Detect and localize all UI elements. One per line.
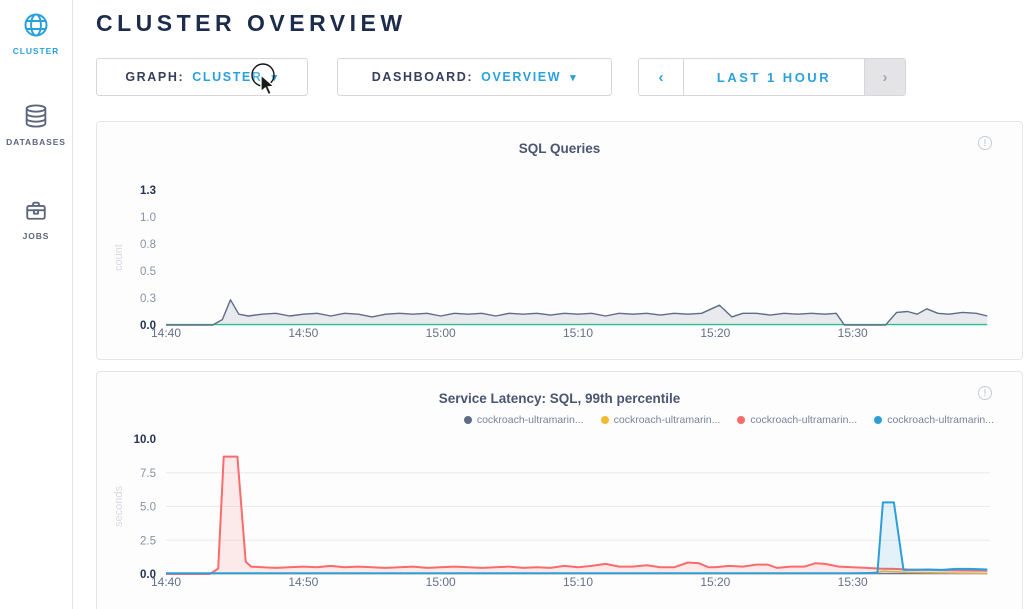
sidebar-item-jobs[interactable]: JOBS — [0, 195, 72, 241]
y-tick-label: 1.3 — [140, 185, 156, 197]
y-tick-label: 0.8 — [140, 239, 156, 251]
legend-item[interactable]: cockroach-ultramarin... — [600, 414, 721, 426]
x-tick-label: 14:40 — [151, 326, 181, 340]
series-area-node-3-latency — [166, 456, 988, 574]
chart-title: Service Latency: SQL, 99th percentile — [438, 391, 681, 406]
graph-dropdown-value: CLUSTER — [192, 70, 263, 84]
controls-bar: GRAPH: CLUSTER ▾ DASHBOARD: OVERVIEW ▾ ‹… — [96, 58, 906, 96]
sidebar-item-label: CLUSTER — [12, 46, 60, 56]
chevron-left-icon: ‹ — [658, 68, 664, 86]
legend-dot-icon — [600, 416, 609, 424]
graph-dropdown[interactable]: GRAPH: CLUSTER ▾ — [96, 58, 308, 96]
info-icon[interactable]: ! — [978, 386, 992, 400]
main-content: CLUSTER OVERVIEW GRAPH: CLUSTER ▾ DASHBO… — [73, 0, 1032, 609]
x-tick-label: 15:30 — [838, 326, 868, 340]
x-tick-label: 15:00 — [426, 575, 456, 589]
y-tick-label: 1.0 — [140, 212, 156, 224]
legend-item[interactable]: cockroach-ultramarin... — [737, 414, 857, 426]
x-tick-label: 15:20 — [700, 575, 730, 589]
chart-title: SQL Queries — [518, 141, 601, 156]
dashboard-dropdown-label: DASHBOARD: — [371, 70, 474, 84]
y-tick-label: 0.5 — [140, 266, 156, 278]
sidebar-item-cluster[interactable]: CLUSTER — [0, 10, 72, 56]
legend-dot-icon — [463, 416, 472, 424]
legend-item[interactable]: cockroach-ultramarin... — [874, 414, 994, 426]
x-tick-label: 15:00 — [426, 326, 456, 340]
x-tick-label: 14:50 — [288, 326, 318, 340]
y-tick-label: 0.3 — [140, 293, 156, 305]
service-latency-card: Service Latency: SQL, 99th percentile ! … — [96, 371, 1023, 609]
legend-label: cockroach-ultramarin... — [613, 414, 721, 426]
legend-item[interactable]: cockroach-ultramarin... — [463, 414, 584, 426]
x-tick-label: 14:50 — [288, 575, 318, 589]
dashboard-dropdown[interactable]: DASHBOARD: OVERVIEW ▾ — [337, 58, 612, 96]
sidebar-item-databases[interactable]: DATABASES — [0, 101, 72, 147]
x-tick-label: 14:40 — [151, 575, 181, 589]
chevron-down-icon: ▾ — [570, 71, 578, 84]
service-latency-chart[interactable]: 10.0 7.5 5.0 2.5 0.014:40 14:50 15:00 15:10 15:2… — [97, 372, 1022, 609]
briefcase-icon — [21, 195, 51, 225]
series-area-node-4-latency — [166, 502, 988, 574]
y-tick-label: 0.0 — [140, 569, 156, 581]
x-tick-label: 15:10 — [563, 326, 593, 340]
series-line-sql-queries — [166, 299, 988, 326]
globe-icon — [21, 10, 51, 40]
databases-icon — [21, 101, 51, 131]
legend-label: cockroach-ultramarin... — [750, 414, 858, 426]
sidebar-item-label: JOBS — [22, 231, 50, 241]
chevron-right-icon: › — [882, 68, 888, 86]
sql-queries-chart[interactable]: 1.3 1.0 0.8 0.5 0.3 0.014:40 14:50 15:00 15:10 15… — [97, 122, 1022, 359]
dashboard-dropdown-value: OVERVIEW — [481, 70, 562, 84]
graph-dropdown-label: GRAPH: — [125, 70, 185, 84]
legend-label: cockroach-ultramarin... — [476, 414, 584, 426]
time-window-selector: ‹ LAST 1 HOUR › — [638, 58, 906, 96]
x-tick-label: 15:30 — [838, 575, 868, 589]
time-range-label[interactable]: LAST 1 HOUR — [683, 59, 865, 95]
series-area-sql-queries — [166, 299, 988, 325]
series-line-node-4-latency — [166, 501, 988, 575]
series-line-node-3-latency — [166, 455, 988, 575]
y-tick-label: 2.5 — [140, 535, 156, 547]
sidebar-item-label: DATABASES — [6, 137, 66, 147]
legend-dot-icon — [874, 416, 883, 424]
page-title: CLUSTER OVERVIEW — [96, 10, 407, 36]
time-next-button[interactable]: › — [865, 59, 905, 95]
time-prev-button[interactable]: ‹ — [639, 59, 683, 95]
x-tick-label: 15:20 — [700, 326, 730, 340]
sidebar: CLUSTER DATABASES JOBS — [0, 0, 73, 609]
x-tick-label: 15:10 — [563, 575, 593, 589]
info-icon[interactable]: ! — [978, 136, 992, 150]
y-axis-unit-label: count — [113, 244, 125, 271]
legend-dot-icon — [737, 416, 746, 424]
legend-label: cockroach-ultramarin... — [887, 414, 994, 426]
y-tick-label: 10.0 — [134, 434, 156, 446]
y-tick-label: 0.0 — [140, 320, 156, 332]
chevron-down-icon: ▾ — [271, 71, 279, 84]
sql-queries-card: SQL Queries ! 1.3 1.0 0.8 0.5 0.3 0.0 14:40 14:… — [96, 121, 1023, 360]
y-axis-unit-label: seconds — [113, 486, 125, 527]
y-tick-label: 7.5 — [140, 468, 156, 480]
chart-legend: cockroach-ultramarin... cockroach-ultrama… — [97, 414, 994, 426]
y-tick-label: 5.0 — [140, 502, 156, 514]
